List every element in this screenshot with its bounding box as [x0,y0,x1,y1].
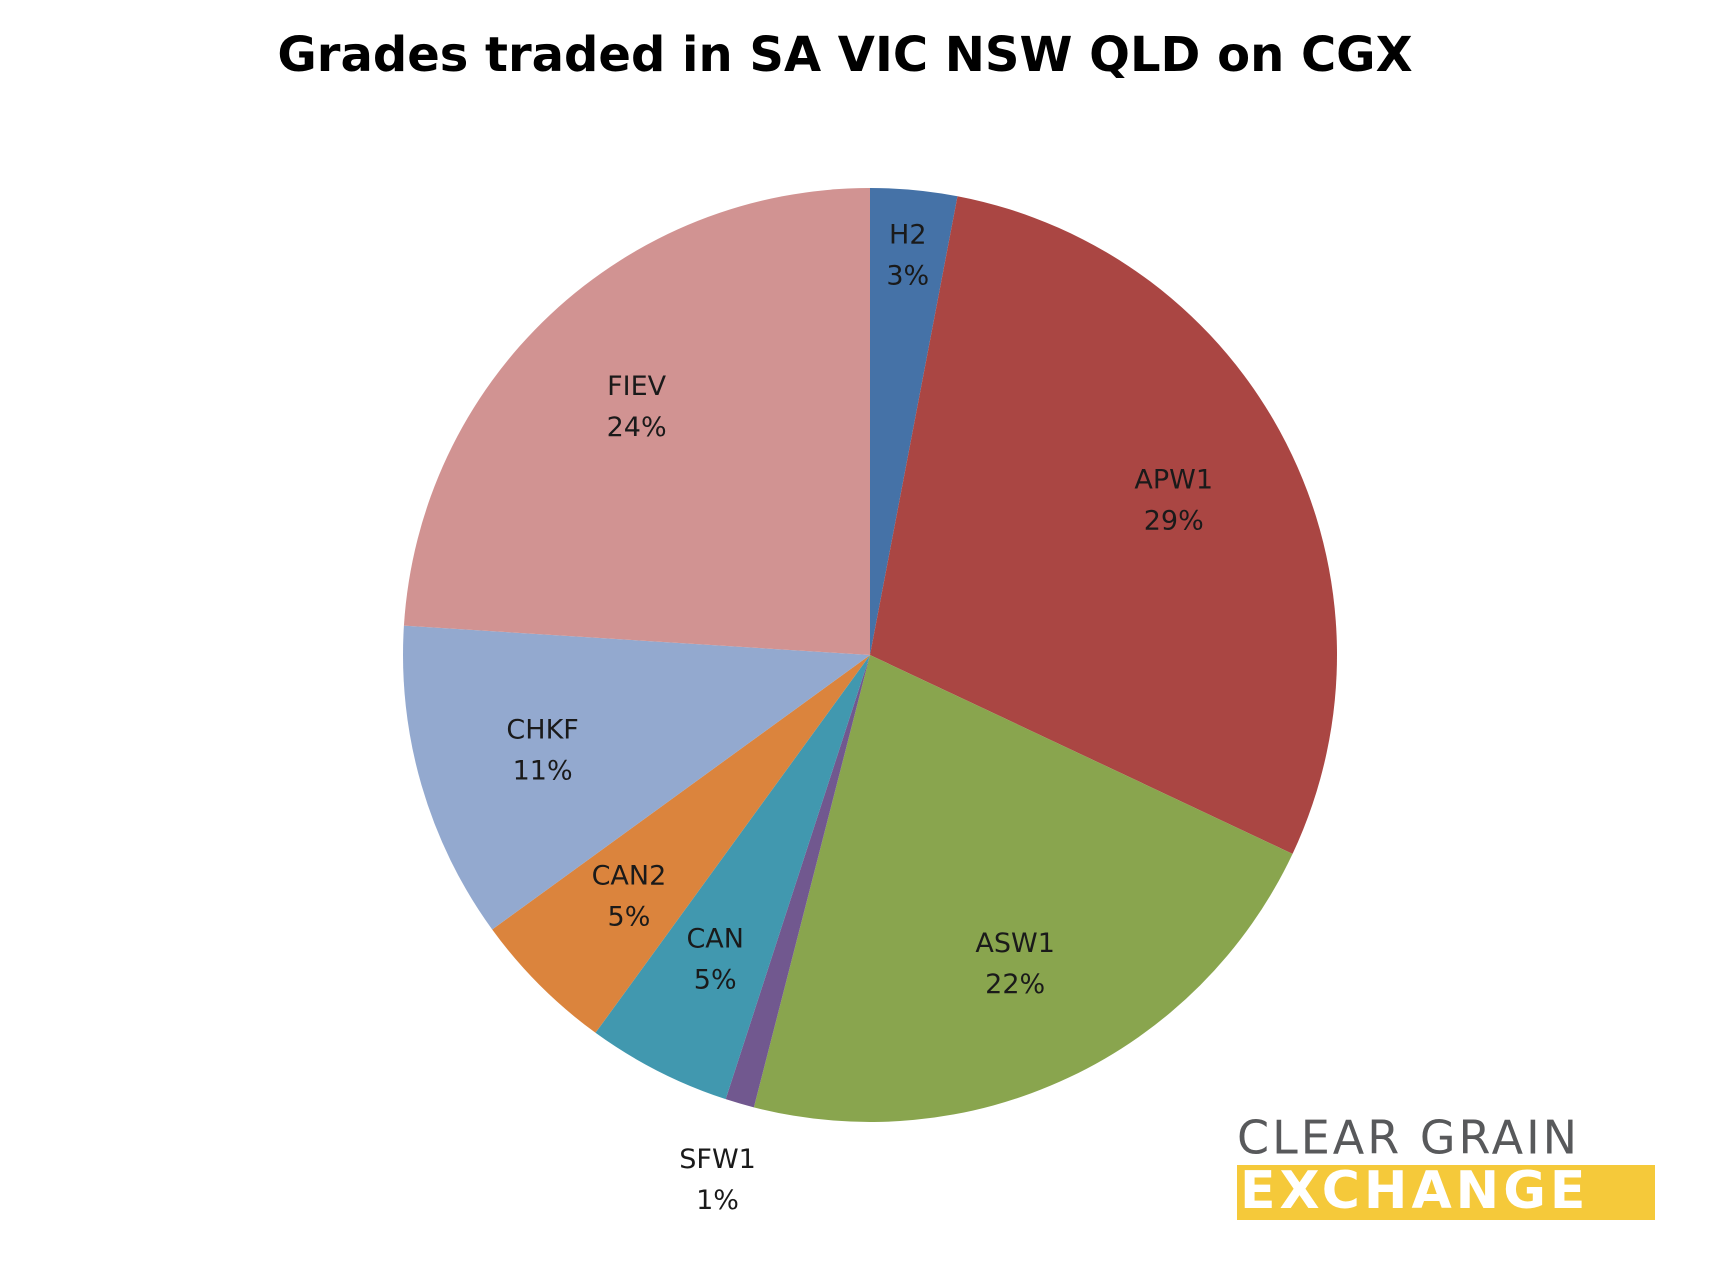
logo-line1: CLEAR GRAIN [1237,1111,1580,1165]
pie-slice [870,188,958,655]
logo-line2: EXCHANGE [1240,1161,1589,1221]
logo-band [1237,1165,1655,1220]
pie-slice [403,188,870,655]
value-label: 29% [1144,506,1204,537]
value-label: 3% [886,261,929,292]
value-label: 22% [985,969,1045,1000]
slice-label: CAN [686,923,744,954]
slice-label: CHKF [506,715,578,746]
value-label: 11% [513,756,573,787]
pie-slice [753,655,1293,1122]
chart-title: Grades traded in SA VIC NSW QLD on CGX [277,27,1412,83]
pie-slice [595,655,870,1100]
logo: CLEAR GRAIN EXCHANGE [1237,1111,1655,1221]
value-label: 1% [696,1185,739,1216]
slice-label: APW1 [1134,465,1213,496]
pie-slice [870,196,1337,854]
pie-slice [403,625,870,930]
pie-slice [492,655,870,1033]
slice-label: H2 [889,220,926,251]
slice-label: CAN2 [592,861,667,892]
slice-label: ASW1 [975,928,1054,959]
value-label: 5% [694,964,737,995]
value-label: 5% [608,902,651,933]
pie-slice [725,655,870,1108]
slice-label: FIEV [607,371,667,402]
slice-label: SFW1 [679,1144,756,1175]
value-label: 24% [607,412,667,443]
